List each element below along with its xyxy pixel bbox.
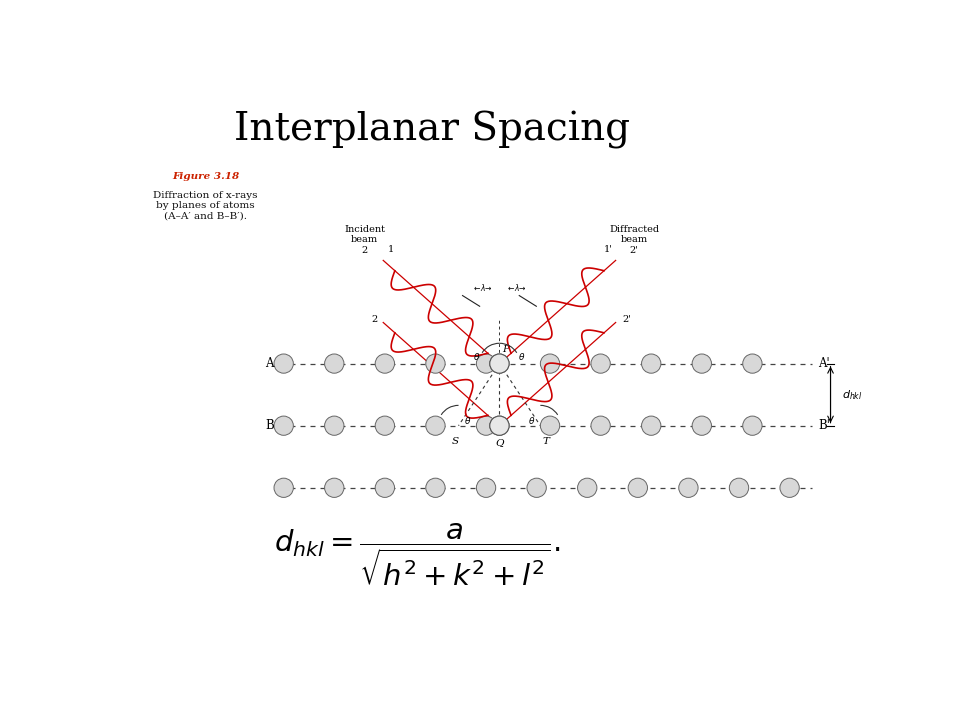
Text: $\theta$: $\theta$: [518, 351, 525, 362]
Ellipse shape: [476, 354, 495, 373]
Ellipse shape: [692, 416, 711, 436]
Text: T: T: [542, 437, 550, 446]
Ellipse shape: [641, 416, 660, 436]
Ellipse shape: [324, 354, 344, 373]
Text: $\leftarrow\!\lambda\!\rightarrow$: $\leftarrow\!\lambda\!\rightarrow$: [506, 282, 527, 292]
Text: Q: Q: [495, 438, 504, 447]
Ellipse shape: [490, 416, 509, 436]
Ellipse shape: [375, 478, 395, 498]
Ellipse shape: [591, 416, 611, 436]
Ellipse shape: [641, 354, 660, 373]
Ellipse shape: [692, 354, 711, 373]
Ellipse shape: [426, 416, 445, 436]
Text: $d_{hkl} = \dfrac{a}{\sqrt{h^2 + k^2 + l^2}}.$: $d_{hkl} = \dfrac{a}{\sqrt{h^2 + k^2 + l…: [275, 521, 561, 588]
Text: A: A: [266, 357, 274, 370]
Text: A': A': [818, 357, 829, 370]
Text: 1': 1': [604, 245, 612, 254]
Ellipse shape: [628, 478, 647, 498]
Ellipse shape: [527, 478, 546, 498]
Text: $d_{hkl}$: $d_{hkl}$: [842, 388, 862, 402]
Ellipse shape: [426, 478, 445, 498]
Ellipse shape: [540, 354, 560, 373]
Ellipse shape: [490, 354, 509, 373]
Ellipse shape: [375, 354, 395, 373]
Ellipse shape: [324, 416, 344, 436]
Text: $\theta$: $\theta$: [528, 415, 535, 426]
Text: Interplanar Spacing: Interplanar Spacing: [234, 112, 631, 149]
Ellipse shape: [476, 478, 495, 498]
Text: B': B': [818, 419, 829, 432]
Text: $\theta$: $\theta$: [473, 351, 481, 362]
Ellipse shape: [324, 478, 344, 498]
Text: P: P: [502, 345, 509, 354]
Ellipse shape: [578, 478, 597, 498]
Ellipse shape: [743, 416, 762, 436]
Text: Figure 3.18: Figure 3.18: [172, 172, 239, 181]
Ellipse shape: [375, 416, 395, 436]
Text: Incident
beam
2: Incident beam 2: [344, 225, 385, 255]
Text: 1: 1: [388, 245, 394, 254]
Ellipse shape: [490, 354, 509, 373]
Ellipse shape: [591, 354, 611, 373]
Text: Diffraction of x-rays
by planes of atoms
(A–A′ and B–B′).: Diffraction of x-rays by planes of atoms…: [154, 191, 258, 220]
Text: 2': 2': [622, 315, 632, 324]
Text: 2: 2: [372, 315, 377, 324]
Text: B: B: [265, 419, 274, 432]
Ellipse shape: [426, 354, 445, 373]
Text: Diffracted
beam
2': Diffracted beam 2': [610, 225, 660, 255]
Ellipse shape: [274, 354, 294, 373]
Ellipse shape: [780, 478, 800, 498]
Ellipse shape: [679, 478, 698, 498]
Ellipse shape: [540, 416, 560, 436]
Ellipse shape: [730, 478, 749, 498]
Ellipse shape: [274, 416, 294, 436]
Ellipse shape: [490, 416, 509, 436]
Text: S: S: [451, 437, 458, 446]
Text: $\leftarrow\!\lambda\!\rightarrow$: $\leftarrow\!\lambda\!\rightarrow$: [471, 282, 492, 292]
Ellipse shape: [743, 354, 762, 373]
Text: $\theta$: $\theta$: [464, 415, 471, 426]
Ellipse shape: [476, 416, 495, 436]
Ellipse shape: [274, 478, 294, 498]
